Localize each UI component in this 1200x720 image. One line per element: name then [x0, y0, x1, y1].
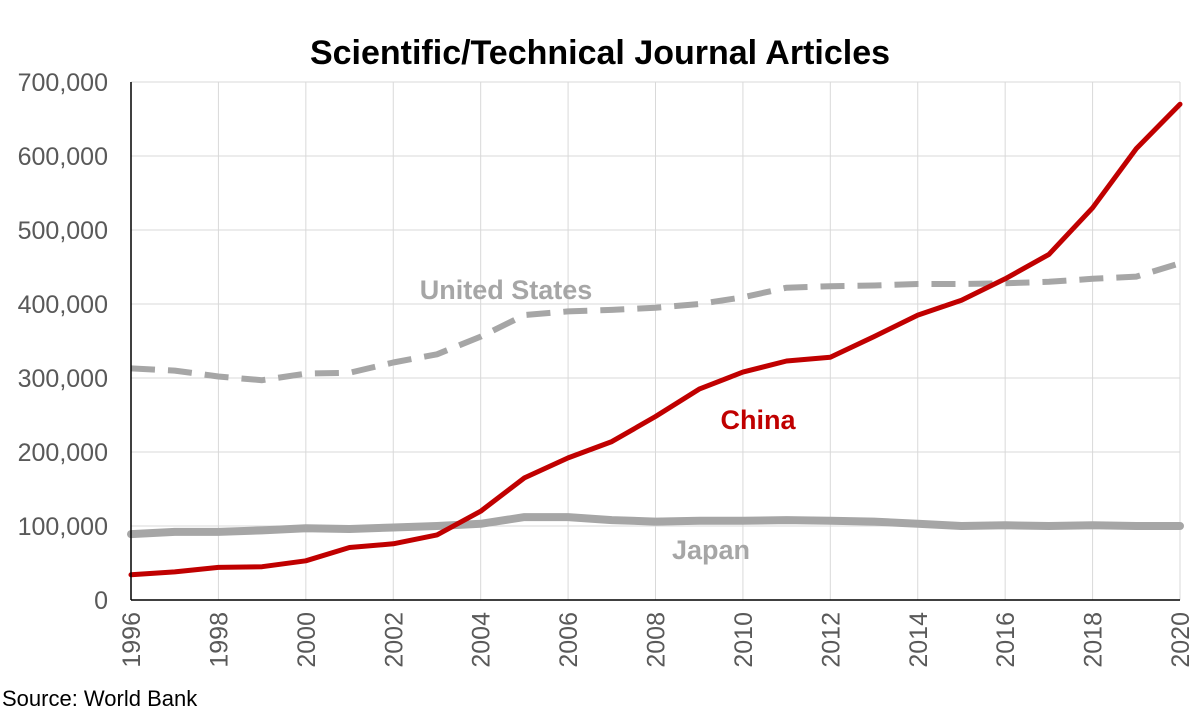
x-tick-label: 2012 [817, 612, 845, 668]
y-tick-label: 100,000 [18, 513, 108, 541]
series-label-japan: Japan [672, 535, 750, 565]
x-tick-label: 2008 [643, 612, 671, 668]
y-tick-label: 0 [94, 587, 108, 615]
series-group [127, 101, 1184, 578]
x-tick-label: 2020 [1167, 612, 1195, 668]
x-tick-label: 2016 [992, 612, 1020, 668]
series-line-china [128, 101, 1183, 578]
x-tick-label: 2000 [293, 612, 321, 668]
series-line-united-states [130, 260, 1181, 384]
x-tick-label: 2004 [468, 612, 496, 668]
y-tick-label: 400,000 [18, 291, 108, 319]
chart-title: Scientific/Technical Journal Articles [310, 34, 890, 72]
y-tick-label: 200,000 [18, 439, 108, 467]
y-tick-label: 700,000 [18, 69, 108, 97]
y-tick-label: 500,000 [18, 217, 108, 245]
x-tick-label: 2014 [905, 612, 933, 668]
y-tick-label: 600,000 [18, 143, 108, 171]
x-tick-label: 1998 [205, 612, 233, 668]
x-tick-label: 2002 [380, 612, 408, 668]
grid [131, 81, 1181, 600]
series-line-japan [127, 513, 1184, 539]
x-tick-label: 1996 [118, 612, 146, 668]
series-label-united-states: United States [420, 275, 593, 305]
x-tick-label: 2006 [555, 612, 583, 668]
x-tick-label: 2018 [1080, 612, 1108, 668]
x-tick-label: 2010 [730, 612, 758, 668]
source-note: Source: World Bank [2, 686, 198, 711]
series-label-china: China [720, 405, 796, 435]
series-labels: China United States Japan [420, 275, 797, 565]
axes: 0 100,000 200,000 300,000 400,000 500,000 600,… [18, 69, 1195, 668]
y-tick-label: 300,000 [18, 365, 108, 393]
